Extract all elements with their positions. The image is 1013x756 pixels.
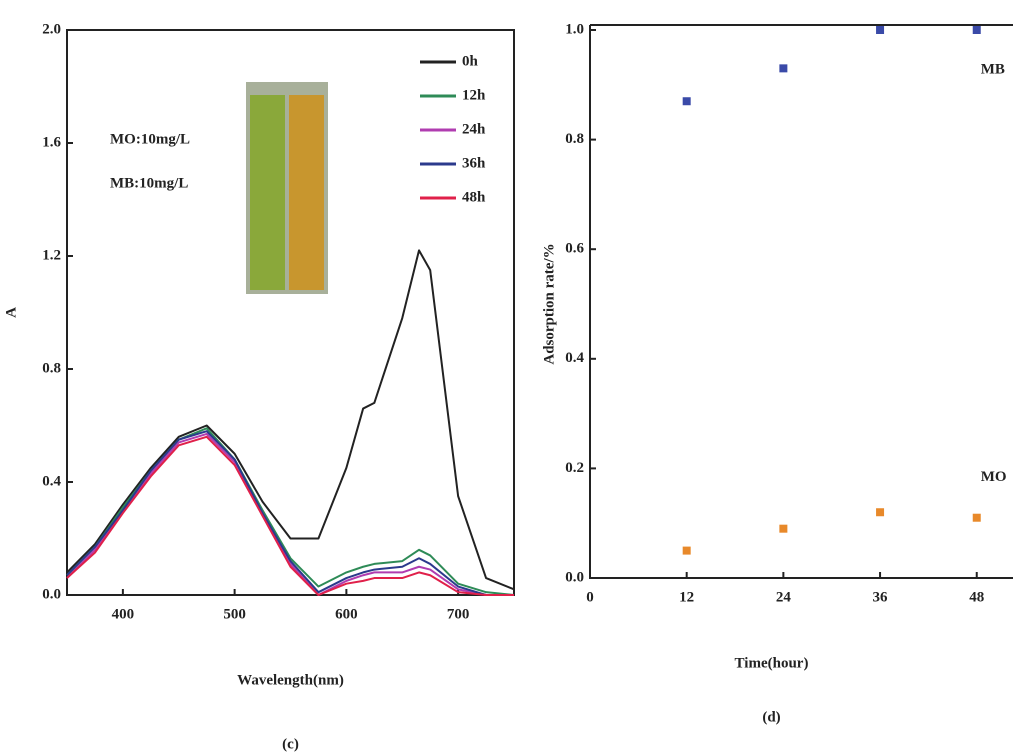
x-tick-label: 12	[679, 589, 694, 605]
y-tick-label: 0.4	[42, 473, 61, 489]
axes	[590, 25, 1013, 578]
point	[876, 26, 884, 34]
vial-left	[250, 95, 285, 290]
y-tick-label: 1.2	[42, 247, 61, 263]
point	[779, 64, 787, 72]
annotation: MO:10mg/L	[110, 131, 190, 147]
inset-photo	[246, 82, 328, 294]
x-tick-label: 48	[969, 589, 984, 605]
caption: (c)	[282, 736, 299, 752]
x-axis-label: Wavelength(nm)	[237, 672, 344, 688]
point	[876, 508, 884, 516]
y-tick-label: 0.6	[565, 241, 584, 257]
annotation: MB:10mg/L	[110, 175, 188, 191]
y-tick-label: 1.6	[42, 134, 61, 150]
x-axis-label: Time(hour)	[735, 655, 809, 671]
vial-right	[289, 95, 324, 290]
caption: (d)	[762, 709, 780, 725]
y-tick-label: 2.0	[42, 21, 61, 37]
line	[67, 250, 514, 589]
x-tick-label: 600	[335, 606, 358, 622]
legend-label: 0h	[462, 53, 479, 69]
y-tick-label: 0.4	[565, 350, 584, 366]
legend-label: 36h	[462, 155, 486, 171]
line	[67, 428, 514, 595]
y-tick-label: 0.2	[565, 460, 584, 476]
series-label: MO	[981, 469, 1007, 485]
point	[973, 26, 981, 34]
point	[779, 525, 787, 533]
point	[683, 97, 691, 105]
line	[67, 431, 514, 595]
y-axis-label: A	[3, 307, 19, 318]
y-axis-label: Adsorption rate/%	[541, 243, 557, 364]
x-tick-label: 500	[223, 606, 246, 622]
series-label: MB	[981, 61, 1005, 77]
point	[683, 547, 691, 555]
legend-label: 12h	[462, 87, 486, 103]
point	[973, 514, 981, 522]
y-tick-label: 0.0	[565, 569, 584, 585]
x-tick-label: 36	[873, 589, 889, 605]
y-tick-label: 0.8	[42, 360, 61, 376]
x-tick-label: 0	[586, 589, 594, 605]
y-tick-label: 1.0	[565, 21, 584, 37]
legend-label: 48h	[462, 189, 486, 205]
y-tick-label: 0.0	[42, 586, 61, 602]
x-tick-label: 24	[776, 589, 792, 605]
x-tick-label: 400	[112, 606, 135, 622]
legend-label: 24h	[462, 121, 486, 137]
y-tick-label: 0.8	[565, 131, 584, 147]
figure: 0.0 0.4 0.8 1.2 1.6 2.0 400 500 600 700 Wavelength…	[0, 0, 1013, 756]
x-tick-label: 700	[447, 606, 470, 622]
line	[67, 434, 514, 595]
